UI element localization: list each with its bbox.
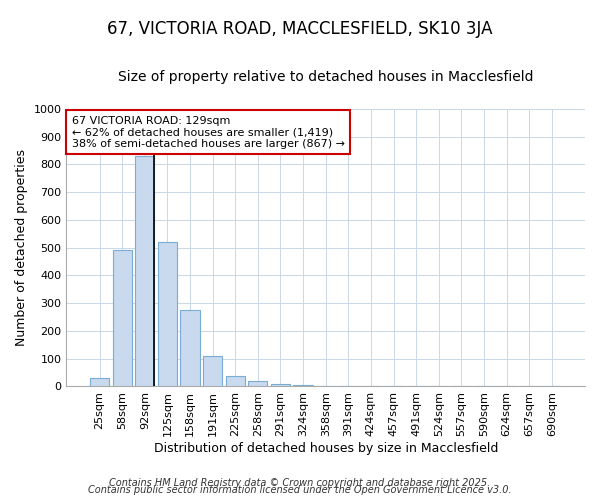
X-axis label: Distribution of detached houses by size in Macclesfield: Distribution of detached houses by size … (154, 442, 498, 455)
Bar (135, 156, 154, 386)
Text: 67, VICTORIA ROAD, MACCLESFIELD, SK10 3JA: 67, VICTORIA ROAD, MACCLESFIELD, SK10 3J… (107, 20, 493, 38)
Text: 67 VICTORIA ROAD: 129sqm
← 62% of detached houses are smaller (1,419)
38% of sem: 67 VICTORIA ROAD: 129sqm ← 62% of detach… (71, 116, 344, 149)
Text: Contains public sector information licensed under the Open Government Licence v3: Contains public sector information licen… (88, 485, 512, 495)
Y-axis label: Number of detached properties: Number of detached properties (15, 149, 28, 346)
Title: Size of property relative to detached houses in Macclesfield: Size of property relative to detached ho… (118, 70, 533, 84)
Bar (158, 242, 177, 386)
Bar (203, 356, 222, 386)
Text: Contains HM Land Registry data © Crown copyright and database right 2025.: Contains HM Land Registry data © Crown c… (109, 478, 491, 488)
Bar (226, 376, 245, 386)
Bar (90, 378, 109, 386)
Bar (181, 310, 200, 386)
Bar (113, 250, 132, 386)
Bar (293, 385, 313, 386)
Bar (271, 384, 290, 386)
Bar (248, 381, 268, 386)
